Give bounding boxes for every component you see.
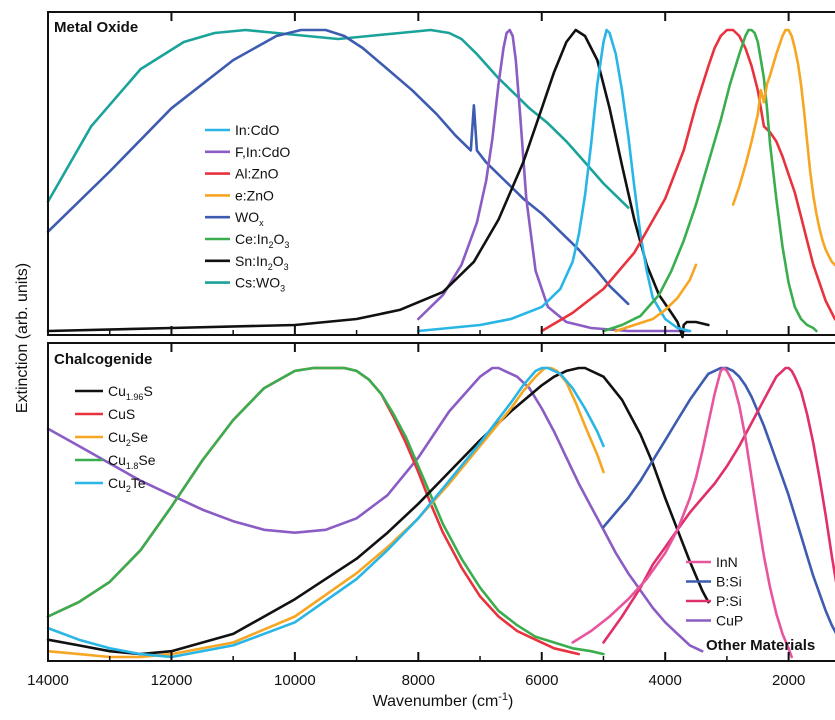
x-tick-labels: 14000 12000 10000 8000 6000 4000 2000 (27, 672, 805, 689)
x-axis-label: Wavenumber (cm-1) (373, 691, 514, 710)
x-tick-label: 12000 (151, 672, 193, 689)
metal-oxide-title: Metal Oxide (54, 19, 138, 36)
metal-oxide-series-line-6 (604, 30, 817, 331)
metal-oxide-legend-label: WOx (235, 209, 264, 228)
metal-oxide-legend-label: In:CdO (235, 122, 279, 138)
other-materials-legend-label: InN (716, 554, 738, 570)
metal-oxide-series-line-3 (48, 30, 708, 337)
chalcogenide-legend: Cu1.96S CuS Cu2Se Cu1.8Se Cu2Te (75, 383, 156, 494)
x-tick-label: 10000 (274, 672, 316, 689)
metal-oxide-series-line-1 (48, 30, 628, 304)
x-axis-label-main: Wavenumber (cm (373, 693, 499, 710)
chalcogenide-legend-label: Cu1.8Se (108, 452, 156, 471)
x-tick-label: 2000 (772, 672, 805, 689)
chalcogenide-series-line-3 (48, 368, 708, 654)
x-tick-label: 4000 (649, 672, 682, 689)
x-tick-label: 8000 (402, 672, 435, 689)
metal-oxide-legend-label: e:ZnO (235, 187, 274, 203)
metal-oxide-legend-label: Al:ZnO (235, 166, 279, 182)
metal-oxide-legend-label: Ce:In2O3 (235, 231, 289, 250)
metal-oxide-legend: In:CdO F,In:CdO Al:ZnO e:ZnO WOx Ce:In2O3 Sn:I… (205, 122, 290, 294)
other-materials-legend: InN B:Si P:Si CuP (686, 554, 743, 629)
metal-oxide-legend-label: Sn:In2O3 (235, 253, 289, 272)
other-materials-legend-label: P:Si (716, 593, 742, 609)
chalcogenide-series-line-0 (48, 368, 702, 651)
chalcogenide-legend-label: Cu1.96S (108, 383, 153, 402)
metal-oxide-series-group (48, 30, 835, 337)
metal-oxide-panel: Metal Oxide In:CdO F,In:CdO Al:ZnO e:ZnO WOx… (48, 12, 835, 337)
metal-oxide-legend-label: Cs:WO3 (235, 275, 285, 294)
other-materials-title: Other Materials (706, 637, 815, 654)
y-axis-label: Extinction (arb. units) (14, 263, 31, 413)
metal-oxide-series-line-0 (48, 30, 628, 208)
metal-oxide-series-line-8 (733, 30, 835, 268)
x-tick-label: 6000 (525, 672, 558, 689)
metal-oxide-frame (48, 12, 835, 335)
chalcogenide-legend-label: Cu2Te (108, 475, 146, 494)
x-tick-label: 14000 (27, 672, 69, 689)
chalcogenide-panel: Chalcogenide Cu1.96S CuS Cu2Se Cu1.8Se Cu2Te… (48, 343, 835, 661)
x-axis-label-superscript: -1 (498, 691, 508, 703)
chalcogenide-legend-label: CuS (108, 406, 135, 422)
metal-oxide-ticks (48, 12, 789, 335)
chalcogenide-title: Chalcogenide (54, 351, 152, 368)
other-materials-legend-label: CuP (716, 613, 743, 629)
metal-oxide-legend-label: F,In:CdO (235, 144, 290, 160)
chalcogenide-legend-label: Cu2Se (108, 429, 148, 448)
other-materials-legend-label: B:Si (716, 574, 742, 590)
x-axis-label-end: ) (508, 693, 513, 710)
